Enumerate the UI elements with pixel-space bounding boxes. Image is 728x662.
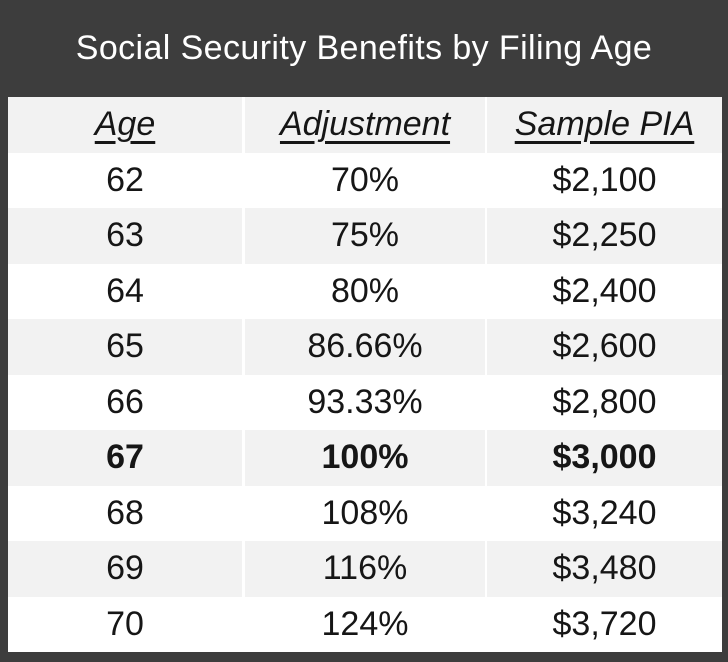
- table-row-age-64: 64 80% $2,400: [8, 263, 722, 319]
- cell-sample-pia: $3,720: [487, 596, 722, 652]
- cell-adjustment: 86.66%: [245, 319, 485, 375]
- table-row-age-69: 69 116% $3,480: [8, 541, 722, 597]
- cell-age: 70: [8, 596, 242, 652]
- cell-age: 69: [8, 541, 242, 597]
- benefits-table: Age Adjustment Sample PIA 62 70% $2,100 …: [8, 97, 722, 652]
- cell-sample-pia: $3,000: [487, 430, 722, 486]
- table-row-age-65: 65 86.66% $2,600: [8, 319, 722, 375]
- cell-adjustment: 75%: [245, 208, 485, 264]
- cell-sample-pia: $2,100: [487, 152, 722, 208]
- cell-age: 62: [8, 152, 242, 208]
- cell-adjustment: 70%: [245, 152, 485, 208]
- cell-sample-pia: $2,600: [487, 319, 722, 375]
- table-row-age-70: 70 124% $3,720: [8, 596, 722, 652]
- column-header-adjustment: Adjustment: [245, 97, 485, 153]
- cell-age: 68: [8, 485, 242, 541]
- table-row-age-63: 63 75% $2,250: [8, 208, 722, 264]
- cell-adjustment: 124%: [245, 596, 485, 652]
- table-row-age-66: 66 93.33% $2,800: [8, 374, 722, 430]
- cell-age: 67: [8, 430, 242, 486]
- title-bar: Social Security Benefits by Filing Age: [0, 0, 728, 97]
- table-row-age-67-highlighted: 67 100% $3,000: [8, 430, 722, 486]
- column-header-sample-pia: Sample PIA: [487, 97, 722, 153]
- cell-sample-pia: $2,400: [487, 263, 722, 319]
- cell-sample-pia: $3,480: [487, 541, 722, 597]
- cell-adjustment: 108%: [245, 485, 485, 541]
- cell-sample-pia: $2,250: [487, 208, 722, 264]
- cell-adjustment: 80%: [245, 263, 485, 319]
- table-row-age-68: 68 108% $3,240: [8, 485, 722, 541]
- cell-sample-pia: $3,240: [487, 485, 722, 541]
- cell-age: 63: [8, 208, 242, 264]
- page-title: Social Security Benefits by Filing Age: [75, 29, 653, 67]
- cell-adjustment: 93.33%: [245, 374, 485, 430]
- table-row-age-62: 62 70% $2,100: [8, 152, 722, 208]
- cell-age: 65: [8, 319, 242, 375]
- cell-adjustment: 100%: [245, 430, 485, 486]
- column-header-age: Age: [8, 97, 242, 153]
- cell-age: 66: [8, 374, 242, 430]
- cell-sample-pia: $2,800: [487, 374, 722, 430]
- cell-adjustment: 116%: [245, 541, 485, 597]
- table-header-row: Age Adjustment Sample PIA: [8, 97, 722, 153]
- cell-age: 64: [8, 263, 242, 319]
